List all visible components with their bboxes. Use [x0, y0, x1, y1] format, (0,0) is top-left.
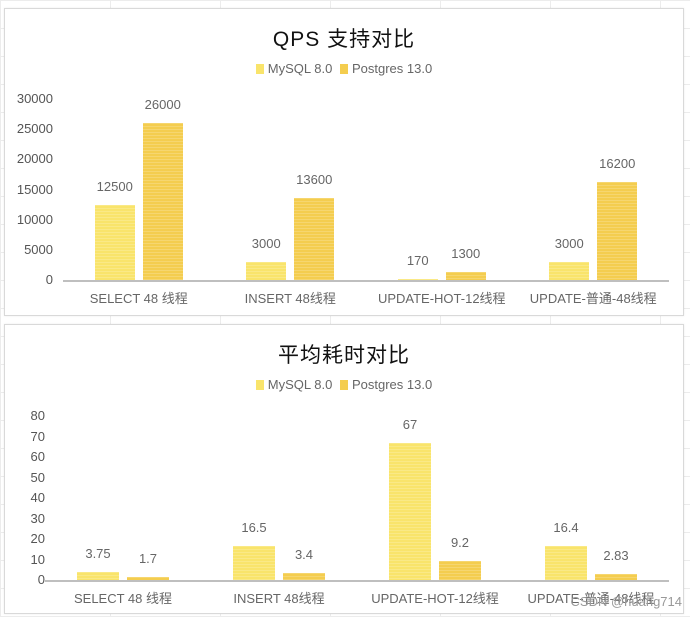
legend-label: Postgres 13.0	[351, 377, 433, 392]
y-tick-label: 70	[30, 428, 45, 444]
bar-value-label: 3000	[554, 235, 584, 251]
bar-postgres	[595, 574, 637, 580]
bar-mysql	[549, 261, 590, 280]
bar-value-label: 13600	[296, 171, 333, 187]
bar-value-label: 16200	[599, 156, 636, 172]
y-tick-label: 30	[30, 510, 45, 526]
y-tick-label: 5000	[24, 241, 53, 257]
y-tick-label: 0	[37, 572, 45, 587]
y-tick-label: 30000	[16, 91, 53, 106]
chart-title: QPS 支持对比	[272, 28, 416, 51]
bar-value-label: 1300	[451, 246, 481, 262]
chart-title: 平均耗时对比	[278, 344, 410, 367]
latency-chart-panel: 平均耗时对比 MySQL 8.0 Postgres 13.0 0 10 20 30 40…	[4, 324, 684, 614]
x-category-label: UPDATE-HOT-12线程	[377, 291, 506, 306]
bar-mysql	[397, 278, 438, 280]
bar-mysql	[545, 546, 587, 580]
bar-value-label: 16.4	[553, 520, 579, 536]
bar-postgres	[597, 182, 638, 280]
y-tick-label: 0	[45, 272, 53, 287]
legend-item-mysql: MySQL 8.0	[255, 377, 333, 392]
bar-mysql	[246, 261, 287, 280]
bar-postgres	[294, 197, 335, 280]
bar-mysql	[94, 204, 135, 280]
legend-item-mysql: MySQL 8.0	[255, 61, 333, 76]
legend-swatch-icon	[255, 379, 264, 390]
bar-value-label: 26000	[144, 97, 181, 113]
bar-mysql	[77, 572, 119, 580]
bar-postgres	[142, 123, 183, 280]
x-category-label: UPDATE-HOT-12线程	[371, 591, 499, 606]
plot-area: 0 10 20 30 40 50 60 70 80 3.75 1.7 SELECT 48 线程 16.5…	[5, 325, 683, 613]
y-tick-label: 80	[30, 408, 45, 423]
bar-value-label: 3.4	[294, 547, 314, 563]
y-tick-label: 25000	[16, 121, 53, 137]
y-tick-label: 10	[30, 551, 45, 567]
legend-swatch-icon	[255, 63, 264, 74]
x-category-label: INSERT 48线程	[233, 591, 325, 606]
x-category-label: UPDATE-普通-48线程	[529, 291, 657, 306]
bar-value-label: 3.75	[85, 546, 111, 562]
y-tick-label: 40	[30, 490, 45, 505]
x-category-label: SELECT 48 线程	[89, 291, 188, 306]
bar-value-label: 2.83	[603, 548, 629, 564]
legend-label: Postgres 13.0	[351, 61, 433, 76]
plot-area: 0 5000 10000 15000 20000 25000 30000 12500 26000…	[5, 9, 683, 315]
y-tick-label: 20000	[16, 151, 53, 167]
legend-swatch-icon	[339, 63, 348, 74]
bar-mysql	[233, 546, 275, 580]
bar-value-label: 3000	[251, 235, 281, 251]
y-tick-label: 15000	[16, 181, 53, 197]
bar-mysql	[389, 442, 431, 580]
legend-item-postgres: Postgres 13.0	[339, 61, 433, 76]
watermark: CSDN @huang714	[570, 594, 682, 609]
y-tick-label: 20	[30, 531, 45, 546]
y-tick-label: 10000	[16, 211, 53, 227]
x-category-label: UPDATE-普通-48线程	[527, 591, 655, 606]
bar-postgres	[127, 576, 169, 580]
chart-legend: MySQL 8.0 Postgres 13.0	[5, 61, 683, 77]
bar-value-label: 170	[406, 252, 429, 268]
y-tick-label: 60	[30, 449, 45, 464]
legend-item-postgres: Postgres 13.0	[339, 377, 433, 392]
x-axis-line	[63, 280, 669, 282]
bar-value-label: 16.5	[241, 520, 267, 536]
qps-chart-panel: QPS 支持对比 MySQL 8.0 Postgres 13.0 0 5000 10…	[4, 8, 684, 316]
bar-value-label: 1.7	[138, 550, 158, 566]
bar-postgres	[439, 561, 481, 580]
legend-label: MySQL 8.0	[267, 377, 333, 392]
legend-swatch-icon	[339, 379, 348, 390]
chart-legend: MySQL 8.0 Postgres 13.0	[5, 377, 683, 393]
y-tick-label: 50	[30, 469, 45, 485]
bar-postgres	[445, 272, 486, 280]
x-category-label: INSERT 48线程	[244, 291, 336, 306]
bar-value-label: 9.2	[450, 535, 470, 551]
legend-label: MySQL 8.0	[267, 61, 333, 76]
bar-value-label: 67	[402, 416, 418, 432]
x-category-label: SELECT 48 线程	[73, 591, 173, 606]
bar-postgres	[283, 573, 325, 580]
bar-value-label: 12500	[96, 178, 133, 194]
x-axis-line	[45, 580, 669, 582]
